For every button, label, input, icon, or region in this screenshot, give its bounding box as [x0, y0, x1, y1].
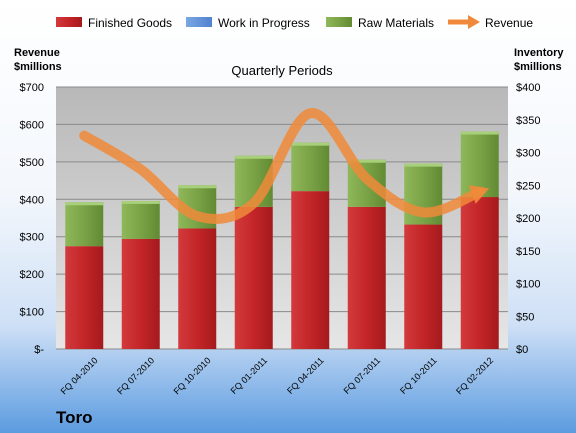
bar-top-highlight	[460, 131, 499, 135]
legend-label-raw-materials: Raw Materials	[358, 16, 434, 30]
category-labels: FQ 04-2010 FQ 07-2010 FQ 10-2010 FQ 01-2011…	[59, 355, 496, 396]
legend-swatch-raw-materials	[326, 17, 352, 27]
bar-finished-goods	[65, 246, 104, 349]
revenue-arrowhead	[468, 185, 490, 204]
legend-item-work-in-progress: Work in Progress	[186, 16, 310, 30]
revenue-point	[197, 216, 198, 217]
legend-label-revenue: Revenue	[485, 16, 533, 30]
bar-finished-goods	[234, 206, 273, 349]
category-label: FQ 07-2011	[342, 355, 383, 396]
revenue-point	[84, 135, 85, 136]
right-axis-title-line-1: Inventory	[514, 47, 564, 59]
bar-finished-goods	[404, 224, 443, 349]
bar-raw-materials	[65, 202, 104, 247]
left-tick-label: $600	[20, 119, 44, 131]
left-tick-label: $700	[20, 82, 44, 94]
right-axis-ticks: $0 $50 $100 $150 $200 $250 $300 $350 $400	[516, 82, 540, 356]
bar-raw-materials	[291, 142, 330, 192]
category-label: FQ 02-2012	[454, 355, 495, 396]
right-tick-label: $300	[516, 148, 540, 160]
left-tick-label: $400	[20, 194, 44, 206]
bar-top-highlight	[291, 142, 330, 146]
right-axis-title-line-2: $millions	[514, 61, 562, 73]
legend-arrow-revenue	[468, 15, 480, 29]
left-axis-title-line-1: Revenue	[14, 47, 60, 59]
category-label: FQ 10-2010	[172, 355, 213, 396]
bar-raw-materials	[460, 131, 499, 198]
legend-item-revenue: Revenue	[448, 15, 533, 30]
bar-top-highlight	[65, 202, 104, 206]
revenue-line	[79, 108, 485, 225]
bar-finished-goods	[347, 206, 386, 349]
bar-top-highlight	[234, 155, 273, 159]
legend-label-finished-goods: Finished Goods	[88, 16, 172, 30]
category-label: FQ 07-2010	[115, 355, 156, 396]
right-tick-label: $200	[516, 213, 540, 225]
bar-finished-goods	[121, 238, 160, 349]
legend: Finished Goods Work in Progress Raw Mate…	[56, 15, 533, 30]
right-tick-label: $400	[516, 82, 540, 94]
left-axis-ticks: $- $100 $200 $300 $400 $500 $600 $700	[20, 82, 45, 356]
chart-title: Quarterly Periods	[231, 63, 333, 78]
bar-finished-goods	[291, 191, 330, 349]
bar-top-highlight	[347, 159, 386, 163]
left-tick-label: $200	[20, 269, 44, 281]
bar-finished-goods	[178, 228, 217, 349]
left-tick-label: $-	[34, 344, 44, 356]
revenue-series	[79, 108, 490, 225]
revenue-point	[366, 178, 367, 179]
bars	[65, 131, 499, 349]
category-label: FQ 10-2011	[398, 355, 439, 396]
legend-swatch-finished-goods	[56, 17, 82, 27]
revenue-point	[423, 212, 424, 213]
legend-label-work-in-progress: Work in Progress	[218, 16, 310, 30]
left-axis-title-line-2: $millions	[14, 61, 62, 73]
bar-top-highlight	[404, 163, 443, 167]
category-label: FQ 01-2011	[229, 355, 270, 396]
legend-item-finished-goods: Finished Goods	[56, 16, 172, 30]
right-tick-label: $150	[516, 246, 540, 258]
category-label: FQ 04-2011	[285, 355, 326, 396]
right-tick-label: $250	[516, 180, 540, 192]
bar-finished-goods	[460, 197, 499, 349]
legend-swatch-work-in-progress	[186, 17, 212, 27]
revenue-point	[253, 203, 254, 204]
right-tick-label: $0	[516, 344, 528, 356]
right-tick-label: $100	[516, 279, 540, 291]
right-tick-label: $350	[516, 115, 540, 127]
revenue-point	[140, 169, 141, 170]
revenue-point	[310, 113, 311, 114]
bar-top-highlight	[178, 185, 217, 189]
left-tick-label: $300	[20, 232, 44, 244]
company-name: Toro	[56, 408, 93, 427]
bar-raw-materials	[121, 200, 160, 239]
right-tick-label: $50	[516, 311, 534, 323]
revenue-point	[479, 191, 480, 192]
left-tick-label: $500	[20, 157, 44, 169]
bar-top-highlight	[121, 200, 160, 204]
category-label: FQ 04-2010	[59, 355, 100, 396]
left-tick-label: $100	[20, 307, 44, 319]
legend-item-raw-materials: Raw Materials	[326, 16, 434, 30]
